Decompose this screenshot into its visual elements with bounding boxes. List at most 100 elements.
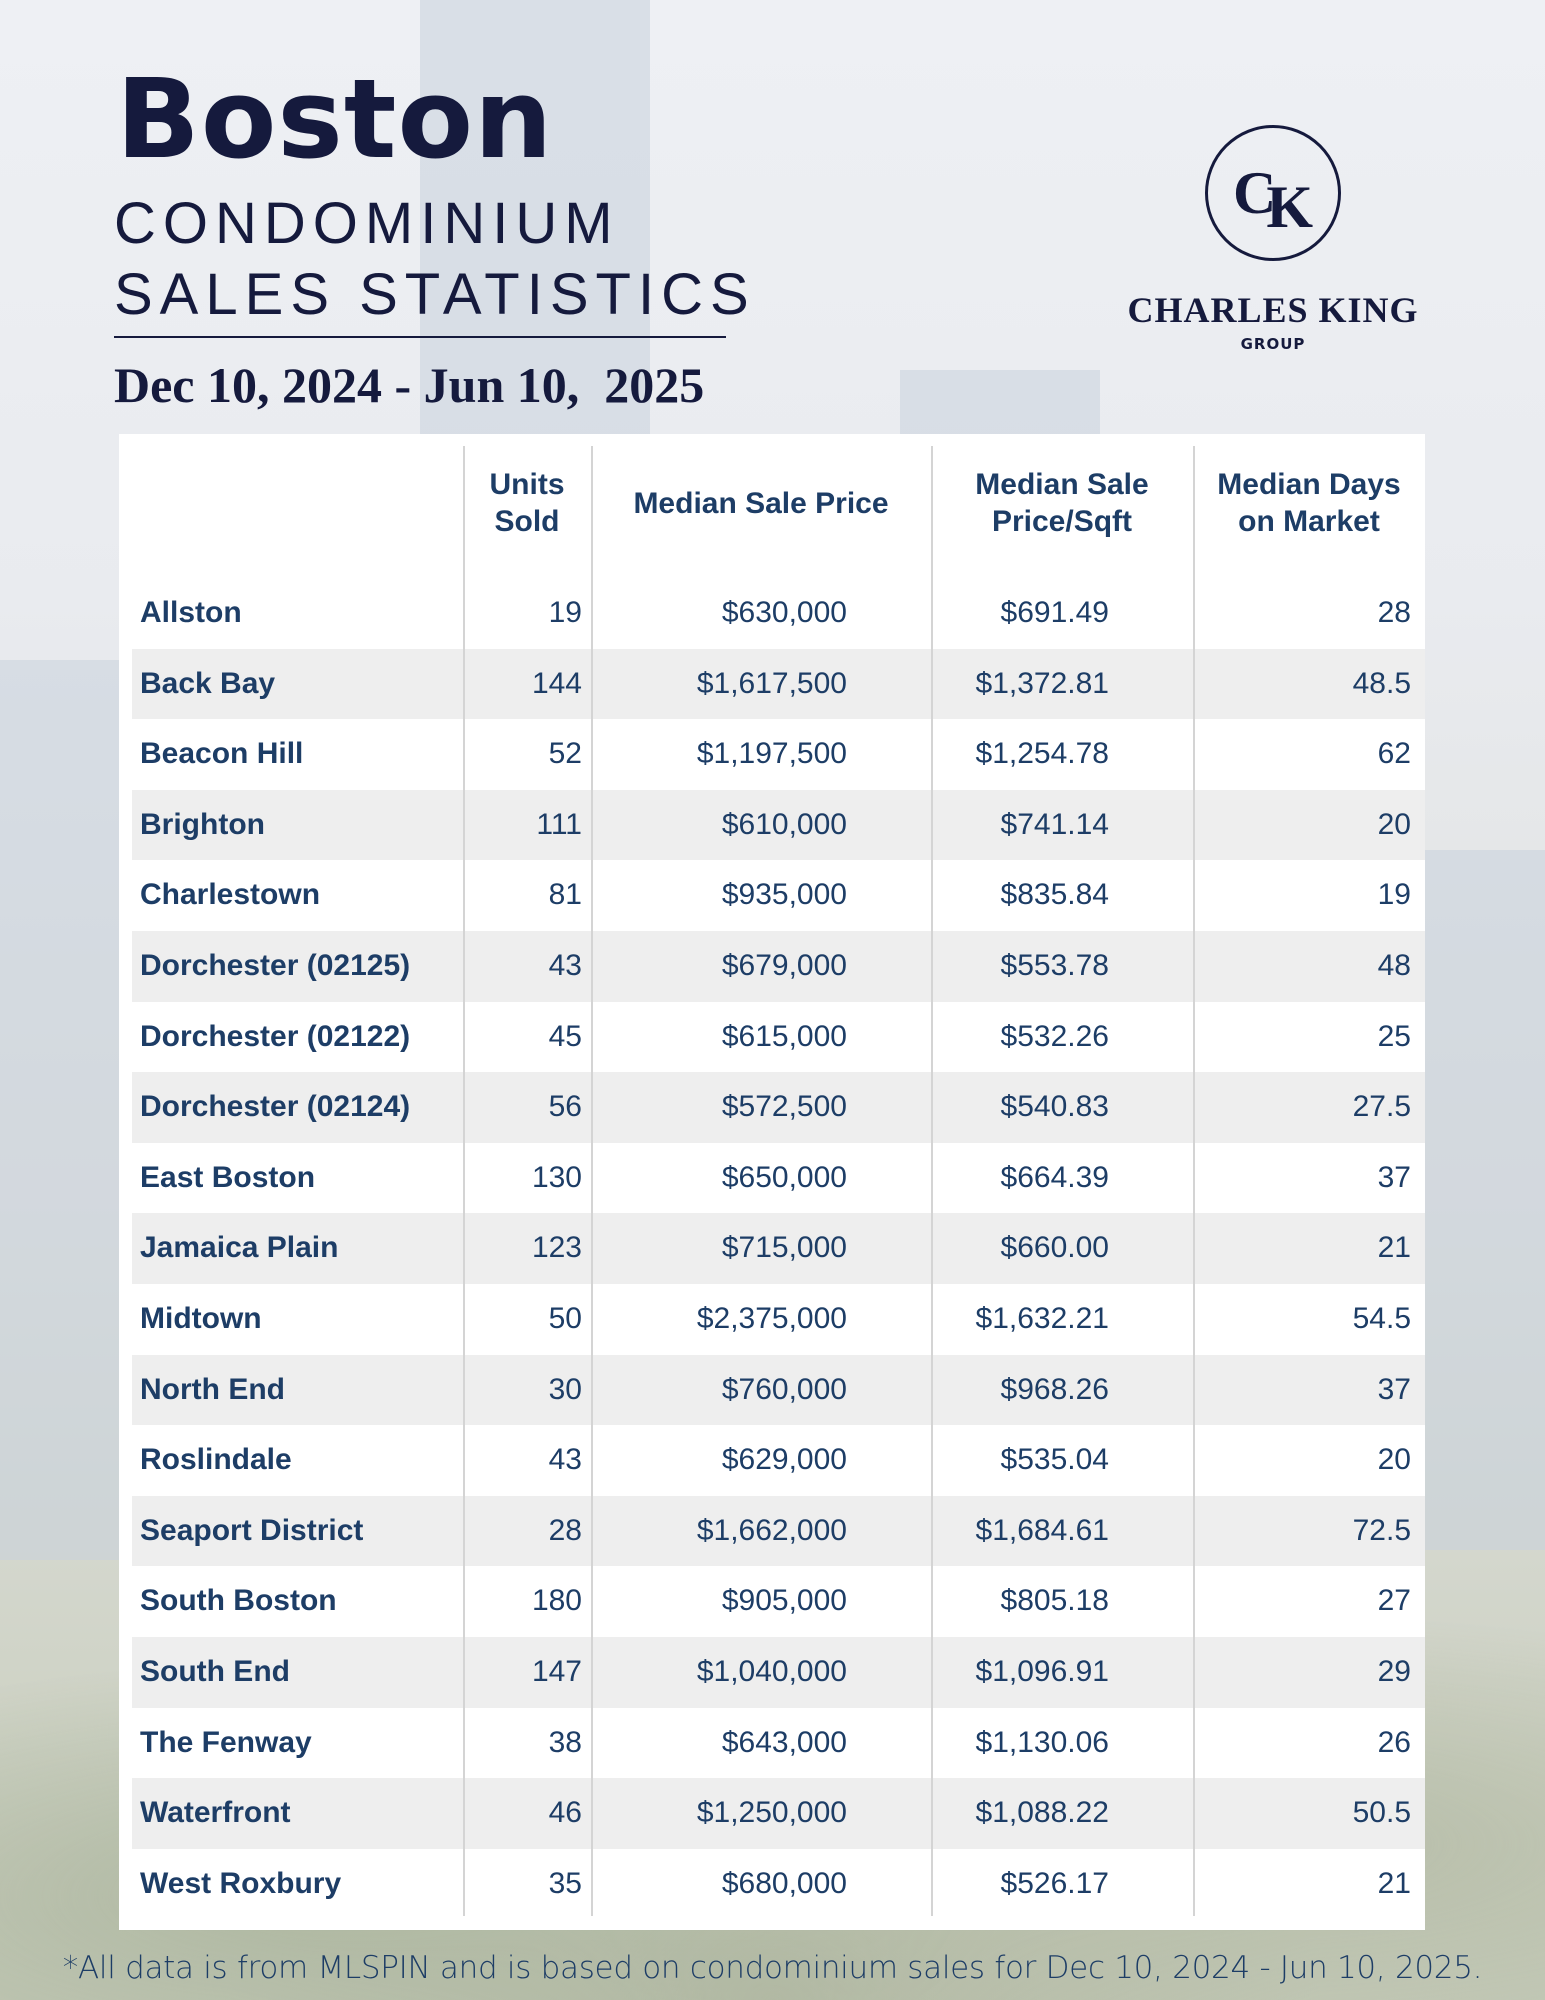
units-sold-cell: 50 [548, 1302, 582, 1335]
neighborhood-cell: East Boston [140, 1160, 316, 1194]
median-price-cell: $1,617,500 [696, 666, 847, 700]
logo-name: CHARLES KING [1127, 290, 1419, 330]
neighborhood-cell: Brighton [140, 807, 265, 841]
neighborhood-cell: Seaport District [140, 1513, 364, 1547]
days-on-market-cell: 72.5 [1352, 1513, 1411, 1547]
median-price-cell: $610,000 [721, 807, 847, 841]
column-divider [931, 446, 933, 1916]
price-sqft-cell: $691.49 [1000, 596, 1109, 629]
neighborhood-cell: West Roxbury [140, 1866, 342, 1900]
units-sold-cell: 30 [548, 1372, 582, 1406]
header-median-days: Median Days on Market [1217, 468, 1401, 538]
units-sold-cell: 123 [531, 1231, 582, 1265]
median-price-cell: $572,500 [721, 1090, 847, 1124]
table-row: Roslindale 43 $629,000 $535.04 20 [132, 1425, 1425, 1496]
neighborhood-cell: South Boston [140, 1584, 337, 1618]
price-sqft-cell: $968.26 [1000, 1372, 1109, 1406]
price-sqft-cell: $835.84 [1000, 878, 1109, 912]
days-on-market-cell: 19 [1377, 878, 1411, 912]
units-sold-cell: 19 [548, 596, 582, 629]
neighborhood-cell: North End [140, 1372, 285, 1406]
sales-statistics-table: Units Sold Median Sale Price Median Sale… [119, 434, 1425, 1930]
price-sqft-cell: $553.78 [1000, 949, 1109, 982]
title-divider [114, 336, 726, 338]
background-building-left [0, 660, 119, 1560]
days-on-market-cell: 62 [1377, 737, 1411, 771]
table-row: West Roxbury 35 $680,000 $526.17 21 [132, 1849, 1425, 1920]
table-row: Back Bay 144 $1,617,500 $1,372.81 48.5 [132, 648, 1425, 720]
table-row: Brighton 111 $610,000 $741.14 20 [132, 789, 1425, 861]
days-on-market-cell: 37 [1377, 1372, 1411, 1406]
page-title: Boston [116, 55, 554, 183]
table-row: Dorchester (02125) 43 $679,000 $553.78 48 [132, 931, 1425, 1002]
median-price-cell: $615,000 [721, 1019, 847, 1053]
table-row: Beacon Hill 52 $1,197,500 $1,254.78 62 [132, 719, 1425, 790]
units-sold-cell: 45 [548, 1019, 582, 1053]
units-sold-cell: 81 [548, 878, 582, 912]
table-row: North End 30 $760,000 $968.26 37 [132, 1354, 1425, 1426]
neighborhood-cell: South End [140, 1655, 290, 1688]
neighborhood-cell: Jamaica Plain [140, 1231, 339, 1265]
neighborhood-cell: Dorchester (02125) [140, 949, 411, 982]
units-sold-cell: 38 [548, 1725, 582, 1759]
logo-group: GROUP [1240, 335, 1306, 353]
days-on-market-cell: 48 [1377, 949, 1411, 982]
table-row: Seaport District 28 $1,662,000 $1,684.61 72.… [132, 1495, 1425, 1567]
median-price-cell: $2,375,000 [696, 1302, 847, 1335]
price-sqft-cell: $1,684.61 [975, 1513, 1109, 1547]
median-price-cell: $650,000 [721, 1160, 847, 1194]
price-sqft-cell: $1,096.91 [975, 1655, 1109, 1688]
price-sqft-cell: $532.26 [1000, 1019, 1109, 1053]
days-on-market-cell: 27.5 [1352, 1090, 1411, 1124]
units-sold-cell: 111 [536, 807, 582, 841]
background-building-right [1425, 850, 1545, 1550]
header-median-sale-price: Median Sale Price [633, 486, 889, 520]
table-row: Allston 19 $630,000 $691.49 28 [132, 578, 1425, 649]
neighborhood-cell: Waterfront [140, 1796, 291, 1830]
days-on-market-cell: 26 [1377, 1725, 1411, 1759]
monogram-c: C [1232, 159, 1277, 226]
neighborhood-cell: Beacon Hill [140, 737, 304, 771]
column-divider [463, 446, 465, 1916]
neighborhood-cell: Charlestown [140, 878, 321, 912]
price-sqft-cell: $664.39 [1000, 1160, 1109, 1194]
days-on-market-cell: 25 [1377, 1019, 1411, 1053]
units-sold-cell: 28 [548, 1513, 582, 1547]
neighborhood-cell: Dorchester (02124) [140, 1090, 411, 1124]
date-range: Dec 10, 2024 - Jun 10, 2025 [114, 357, 705, 413]
median-price-cell: $679,000 [721, 949, 847, 982]
column-divider [591, 446, 593, 1916]
table-row: South Boston 180 $905,000 $805.18 27 [132, 1566, 1425, 1637]
units-sold-cell: 52 [548, 737, 582, 771]
price-sqft-cell: $526.17 [1000, 1866, 1109, 1900]
subtitle-line-2: SALES STATISTICS [114, 262, 756, 327]
median-price-cell: $1,040,000 [696, 1655, 847, 1688]
table-row: Waterfront 46 $1,250,000 $1,088.22 50.5 [132, 1778, 1425, 1849]
footnote: *All data is from MLSPIN and is based on… [62, 1950, 1483, 1986]
median-price-cell: $1,662,000 [696, 1513, 847, 1547]
background-tower [900, 370, 1100, 440]
days-on-market-cell: 27 [1377, 1584, 1411, 1618]
days-on-market-cell: 28 [1377, 596, 1411, 629]
median-price-cell: $643,000 [721, 1725, 847, 1759]
days-on-market-cell: 20 [1377, 807, 1411, 841]
table-row: Midtown 50 $2,375,000 $1,632.21 54.5 [132, 1284, 1425, 1355]
units-sold-cell: 147 [531, 1655, 582, 1688]
table-row: East Boston 130 $650,000 $664.39 37 [132, 1143, 1425, 1214]
units-sold-cell: 144 [531, 666, 582, 700]
median-price-cell: $935,000 [721, 878, 847, 912]
background-skyscraper [420, 0, 650, 440]
header-median-price-sqft: Median Sale Price/Sqft [975, 468, 1149, 538]
days-on-market-cell: 54.5 [1352, 1302, 1411, 1335]
median-price-cell: $680,000 [721, 1866, 847, 1900]
days-on-market-cell: 48.5 [1352, 666, 1411, 700]
table-row: Jamaica Plain 123 $715,000 $660.00 21 [132, 1213, 1425, 1284]
days-on-market-cell: 50.5 [1352, 1796, 1411, 1830]
median-price-cell: $715,000 [721, 1231, 847, 1265]
price-sqft-cell: $660.00 [1000, 1231, 1109, 1265]
neighborhood-cell: The Fenway [140, 1725, 312, 1759]
neighborhood-cell: Roslindale [140, 1443, 292, 1477]
neighborhood-cell: Dorchester (02122) [140, 1019, 411, 1053]
